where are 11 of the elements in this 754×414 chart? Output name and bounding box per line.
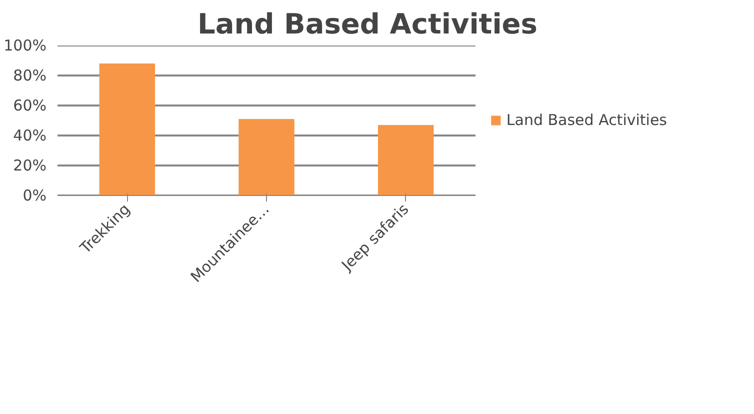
y-tick-label: 60% xyxy=(13,96,47,114)
y-tick-label: 80% xyxy=(13,66,47,84)
bar xyxy=(99,64,156,196)
y-tick-label: 40% xyxy=(13,126,47,144)
bar xyxy=(378,125,434,196)
bar xyxy=(238,119,294,196)
y-tick-label: 0% xyxy=(22,186,46,204)
chart-title: Land Based Activities xyxy=(198,8,538,40)
y-tick-label: 20% xyxy=(13,156,47,174)
y-tick-label: 100% xyxy=(4,36,47,54)
legend-label: Land Based Activities xyxy=(506,111,667,129)
